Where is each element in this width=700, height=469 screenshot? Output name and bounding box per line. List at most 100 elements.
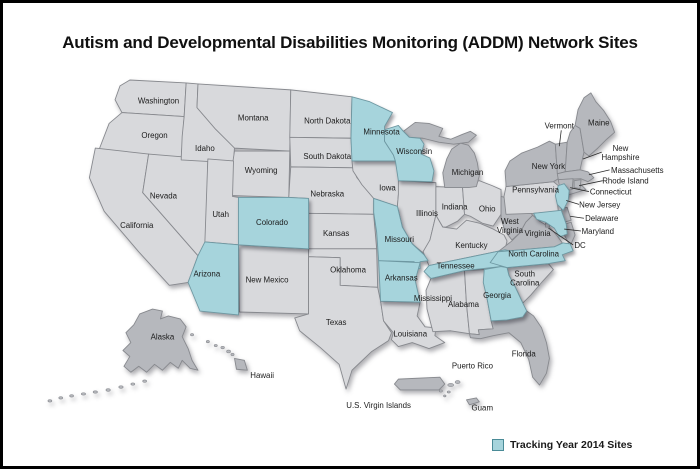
label-pennsylvania: Pennsylvania — [512, 186, 559, 195]
label-hawaii: Hawaii — [250, 371, 274, 380]
label-texas: Texas — [326, 318, 347, 327]
label-tennessee: Tennessee — [437, 262, 476, 271]
label-missouri: Missouri — [385, 235, 415, 244]
label-oklahoma: Oklahoma — [330, 266, 367, 275]
label-california: California — [120, 221, 154, 230]
state-michigan — [402, 122, 480, 189]
territory-island-alaska — [105, 388, 111, 392]
legend-label: Tracking Year 2014 Sites — [510, 439, 633, 451]
legend-swatch — [492, 439, 504, 451]
label-nebraska: Nebraska — [310, 189, 344, 198]
territory-alaska — [122, 308, 199, 373]
label-illinois: Illinois — [416, 209, 438, 218]
state-maine — [574, 92, 616, 157]
label-maine: Maine — [588, 118, 610, 127]
label-mississippi: Mississippi — [414, 294, 452, 303]
territory-island-alaska — [118, 385, 124, 389]
label-north-dakota: North Dakota — [304, 116, 351, 125]
state-maryland — [533, 209, 568, 238]
territory-island-alaska — [58, 396, 64, 400]
label-virginia: Virginia — [525, 229, 552, 238]
label-florida: Florida — [512, 349, 537, 358]
label-south-carolina: South Carolina — [510, 269, 540, 287]
label-montana: Montana — [238, 113, 269, 122]
state-new-jersey — [554, 183, 570, 211]
leader-line-massachusetts — [588, 169, 610, 176]
label-delaware: Delaware — [585, 214, 619, 223]
label-arizona: Arizona — [194, 269, 221, 278]
territory-island-u-s-virgin-islands — [443, 394, 447, 398]
territory-island-alaska — [142, 379, 147, 383]
territory-island-alaska — [92, 390, 98, 394]
territory-island-hawaii — [205, 340, 210, 344]
state-north-dakota — [289, 89, 353, 139]
territory-island-hawaii — [190, 333, 194, 337]
label-ohio: Ohio — [479, 204, 496, 213]
label-massachusetts: Massachusetts — [611, 166, 664, 175]
territory-island-hawaii — [213, 344, 218, 348]
label-west-virginia: West Virginia — [497, 217, 524, 235]
label-wisconsin: Wisconsin — [396, 147, 432, 156]
label-rhode-island: Rhode Island — [602, 177, 648, 186]
label-kentucky: Kentucky — [455, 241, 487, 250]
label-utah: Utah — [212, 210, 229, 219]
label-kansas: Kansas — [323, 229, 349, 238]
state-colorado — [238, 197, 309, 250]
state-florida — [469, 310, 550, 386]
territory-guam — [466, 397, 480, 406]
legend: Tracking Year 2014 Sites — [492, 439, 632, 451]
label-wyoming: Wyoming — [245, 166, 278, 175]
label-north-carolina: North Carolina — [508, 250, 559, 259]
state-missouri — [373, 198, 429, 270]
territory-island-alaska — [69, 394, 74, 398]
label-washington: Washington — [138, 97, 179, 106]
label-colorado: Colorado — [256, 218, 289, 227]
leader-line-maryland — [564, 228, 582, 232]
state-north-carolina — [489, 242, 574, 269]
site-states-layer — [187, 96, 574, 322]
state-pennsylvania — [503, 181, 565, 215]
label-vermont: Vermont — [545, 121, 575, 130]
territory-island-puerto-rico — [447, 383, 454, 387]
territory-island-alaska — [47, 399, 53, 403]
state-arizona — [187, 241, 239, 316]
leader-line-new-hampshire — [582, 151, 602, 160]
leader-line-dc — [548, 227, 574, 246]
label-idaho: Idaho — [195, 144, 215, 153]
leader-lines-layer — [548, 130, 610, 246]
territory-island-puerto-rico — [454, 380, 461, 384]
label-maryland: Maryland — [582, 227, 614, 236]
label-iowa: Iowa — [379, 184, 396, 193]
label-indiana: Indiana — [442, 202, 468, 211]
label-arkansas: Arkansas — [385, 273, 418, 282]
labels-layer: Washington Oregon California Nevada Idaho Mon… — [120, 97, 663, 413]
label-south-dakota: South Dakota — [303, 152, 351, 161]
label-new-mexico: New Mexico — [246, 275, 290, 284]
label-georgia: Georgia — [483, 291, 512, 300]
label-alaska: Alaska — [151, 333, 175, 342]
label-connecticut: Connecticut — [590, 188, 632, 197]
territory-island-hawaii — [226, 349, 231, 354]
leader-line-rhode-island — [578, 180, 603, 187]
label-puerto-rico: Puerto Rico — [452, 361, 494, 370]
leader-line-delaware — [570, 215, 585, 219]
territory-island-alaska — [130, 382, 136, 386]
label-nevada: Nevada — [150, 191, 178, 200]
state-kentucky — [422, 214, 508, 267]
leader-line-connecticut — [570, 187, 589, 192]
leader-line-new-jersey — [566, 200, 580, 205]
label-michigan: Michigan — [452, 168, 484, 177]
label-dc: DC — [574, 241, 586, 250]
state-arkansas — [378, 260, 421, 303]
territory-island-hawaii — [230, 352, 235, 356]
state-texas — [294, 256, 392, 390]
territory-island-u-s-virgin-islands — [446, 390, 451, 394]
figure-title: Autism and Developmental Disabilities Mo… — [62, 33, 638, 52]
leader-line-vermont — [558, 130, 562, 147]
territory-hawaii — [234, 357, 248, 371]
label-new-jersey: New Jersey — [579, 200, 620, 209]
state-louisiana — [380, 300, 446, 349]
states-layer — [47, 79, 616, 406]
territory-island-hawaii — [220, 345, 225, 350]
